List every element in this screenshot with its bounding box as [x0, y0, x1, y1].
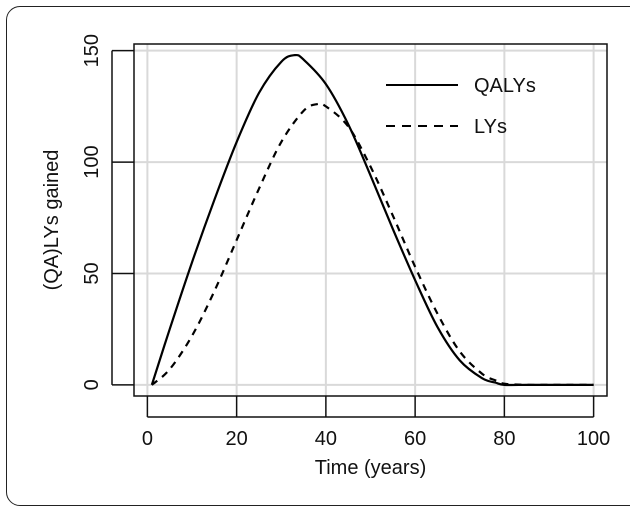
x-tick-label: 20 [226, 428, 248, 450]
legend-label-lys: LYs [474, 116, 507, 138]
series-line-lys [151, 102, 594, 387]
plot-border [133, 43, 608, 397]
legend: QALYs LYs [386, 75, 536, 138]
legend-label-qalys: QALYs [474, 75, 536, 97]
y-axis-label: (QA)LYs gained [41, 150, 63, 291]
chart: 0 50 100 150 0 20 40 60 80 100 QALYs LYs Time (ye… [41, 34, 610, 479]
y-tick-label: 0 [81, 379, 103, 390]
y-tick-label: 100 [81, 145, 103, 178]
x-axis-label: Time (years) [315, 457, 426, 479]
x-axis: 0 20 40 60 80 100 [142, 396, 610, 450]
y-axis: 0 50 100 150 [81, 34, 134, 390]
x-tick-label: 40 [315, 428, 337, 450]
x-tick-label: 100 [577, 428, 610, 450]
y-tick-label: 150 [81, 34, 103, 67]
x-tick-label: 60 [404, 428, 426, 450]
x-tick-label: 80 [493, 428, 515, 450]
x-tick-label: 0 [142, 428, 153, 450]
grid [134, 44, 607, 396]
plot-lines [150, 53, 594, 387]
series-line-qalys [150, 53, 594, 387]
y-tick-label: 50 [81, 262, 103, 284]
